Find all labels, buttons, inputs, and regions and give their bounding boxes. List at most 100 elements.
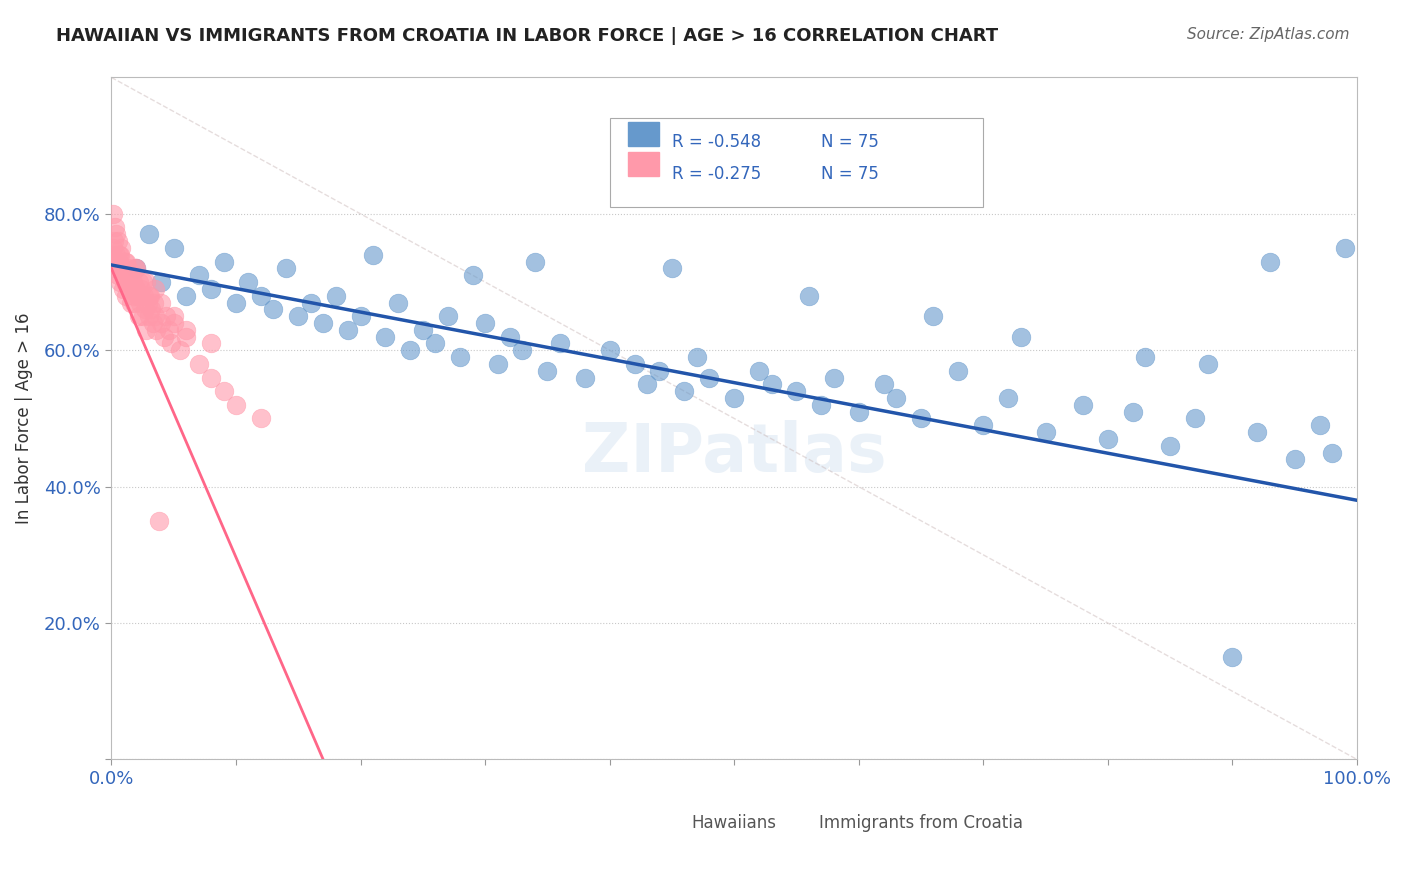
Point [115,254,138,268]
Point [104,261,127,276]
Point [361,248,384,262]
Point [101,241,124,255]
Point [150,316,173,330]
Point [143,282,166,296]
Point [141,302,163,317]
Point [187,268,209,283]
Point [1035,425,1057,439]
Point [1284,452,1306,467]
Point [274,261,297,276]
Point [110,261,132,276]
Point [599,343,621,358]
Point [461,268,484,283]
Point [374,329,396,343]
Point [648,364,671,378]
Point [141,316,163,330]
Point [623,357,645,371]
Point [129,295,152,310]
Point [797,288,820,302]
Point [1135,350,1157,364]
Point [127,288,149,302]
Point [111,261,134,276]
Point [673,384,696,399]
Point [200,336,222,351]
Point [636,377,658,392]
Point [1010,329,1032,343]
Point [114,254,136,268]
Point [748,364,770,378]
Point [103,234,125,248]
Point [120,295,142,310]
Point [436,309,458,323]
FancyBboxPatch shape [610,119,983,207]
Point [112,268,135,283]
Point [174,288,197,302]
Point [187,357,209,371]
Point [104,220,127,235]
Point [110,241,132,255]
Text: Source: ZipAtlas.com: Source: ZipAtlas.com [1187,27,1350,42]
Point [129,282,152,296]
Point [120,268,142,283]
Point [686,350,709,364]
Text: R = -0.548: R = -0.548 [672,134,761,152]
Point [120,282,142,296]
Point [1333,241,1355,255]
Point [128,275,150,289]
Point [1258,254,1281,268]
Point [486,357,509,371]
Point [1222,650,1244,665]
Point [399,343,422,358]
Point [152,329,174,343]
Point [200,370,222,384]
Point [160,336,183,351]
FancyBboxPatch shape [572,804,621,824]
Point [225,398,247,412]
Point [118,282,141,296]
FancyBboxPatch shape [808,804,859,824]
Point [142,295,165,310]
Point [474,316,496,330]
Point [150,275,173,289]
Point [349,309,371,323]
Point [134,302,156,317]
Text: N = 75: N = 75 [821,165,879,183]
Point [884,391,907,405]
Point [238,275,260,289]
Point [212,384,235,399]
Point [325,288,347,302]
Point [412,323,434,337]
Point [169,343,191,358]
Point [120,268,142,283]
Point [661,261,683,276]
Point [337,323,360,337]
Point [139,288,162,302]
Text: Immigrants from Croatia: Immigrants from Croatia [820,814,1024,832]
Point [512,343,534,358]
Point [138,288,160,302]
Point [163,241,186,255]
Point [125,282,148,296]
FancyBboxPatch shape [628,153,659,177]
Point [105,227,128,242]
Point [287,309,309,323]
Point [997,391,1019,405]
Point [150,295,173,310]
Point [174,329,197,343]
Point [972,418,994,433]
Point [117,261,139,276]
Point [107,268,129,283]
Point [761,377,783,392]
Point [200,282,222,296]
Point [1159,439,1181,453]
Y-axis label: In Labor Force | Age > 16: In Labor Force | Age > 16 [15,313,32,524]
Point [212,254,235,268]
Point [111,282,134,296]
Text: N = 75: N = 75 [821,134,879,152]
Point [299,295,322,310]
Point [157,323,180,337]
Point [449,350,471,364]
Text: R = -0.548   N = 75: R = -0.548 N = 75 [641,125,804,144]
Point [103,254,125,268]
Point [1309,418,1331,433]
